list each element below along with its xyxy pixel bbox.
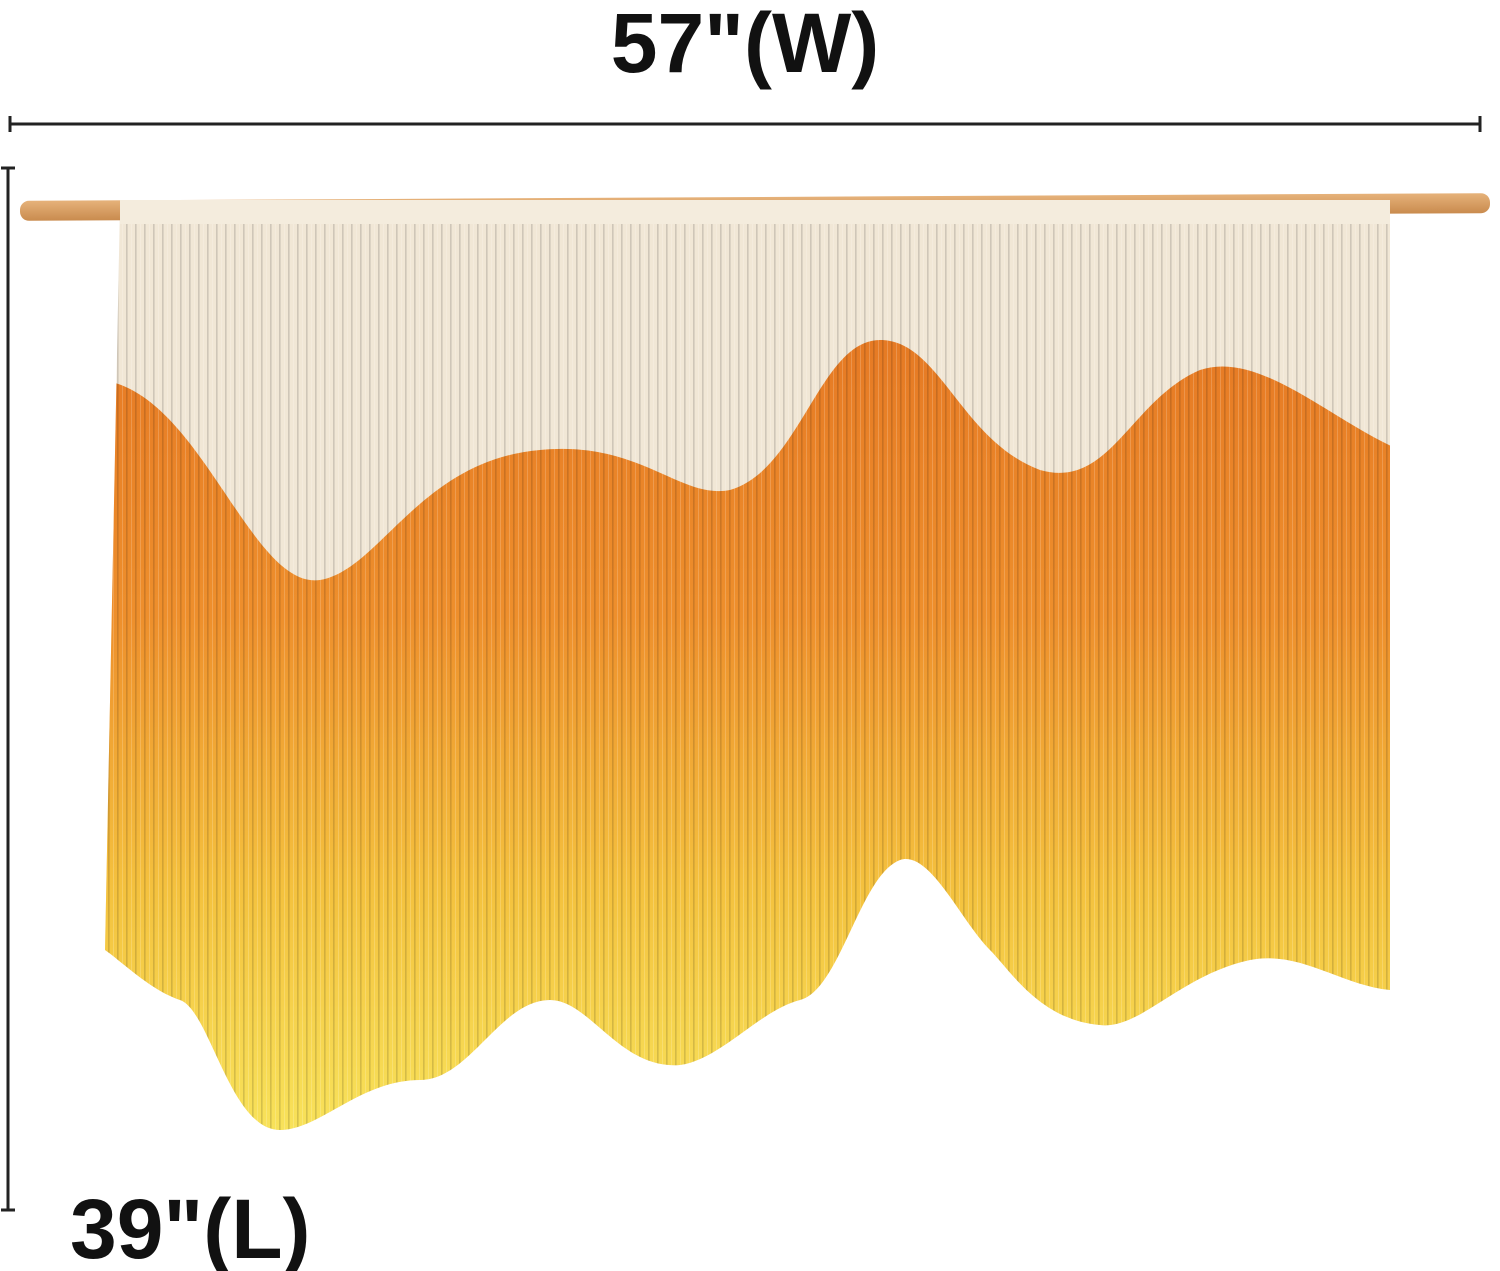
length-dimension-line — [1, 166, 15, 1212]
length-label: 39"(L) — [70, 1182, 311, 1271]
width-label: 57"(W) — [611, 0, 880, 90]
mounting-loops — [120, 200, 1390, 224]
width-dimension-line — [8, 116, 1482, 132]
macrame-fringe — [105, 200, 1390, 1130]
